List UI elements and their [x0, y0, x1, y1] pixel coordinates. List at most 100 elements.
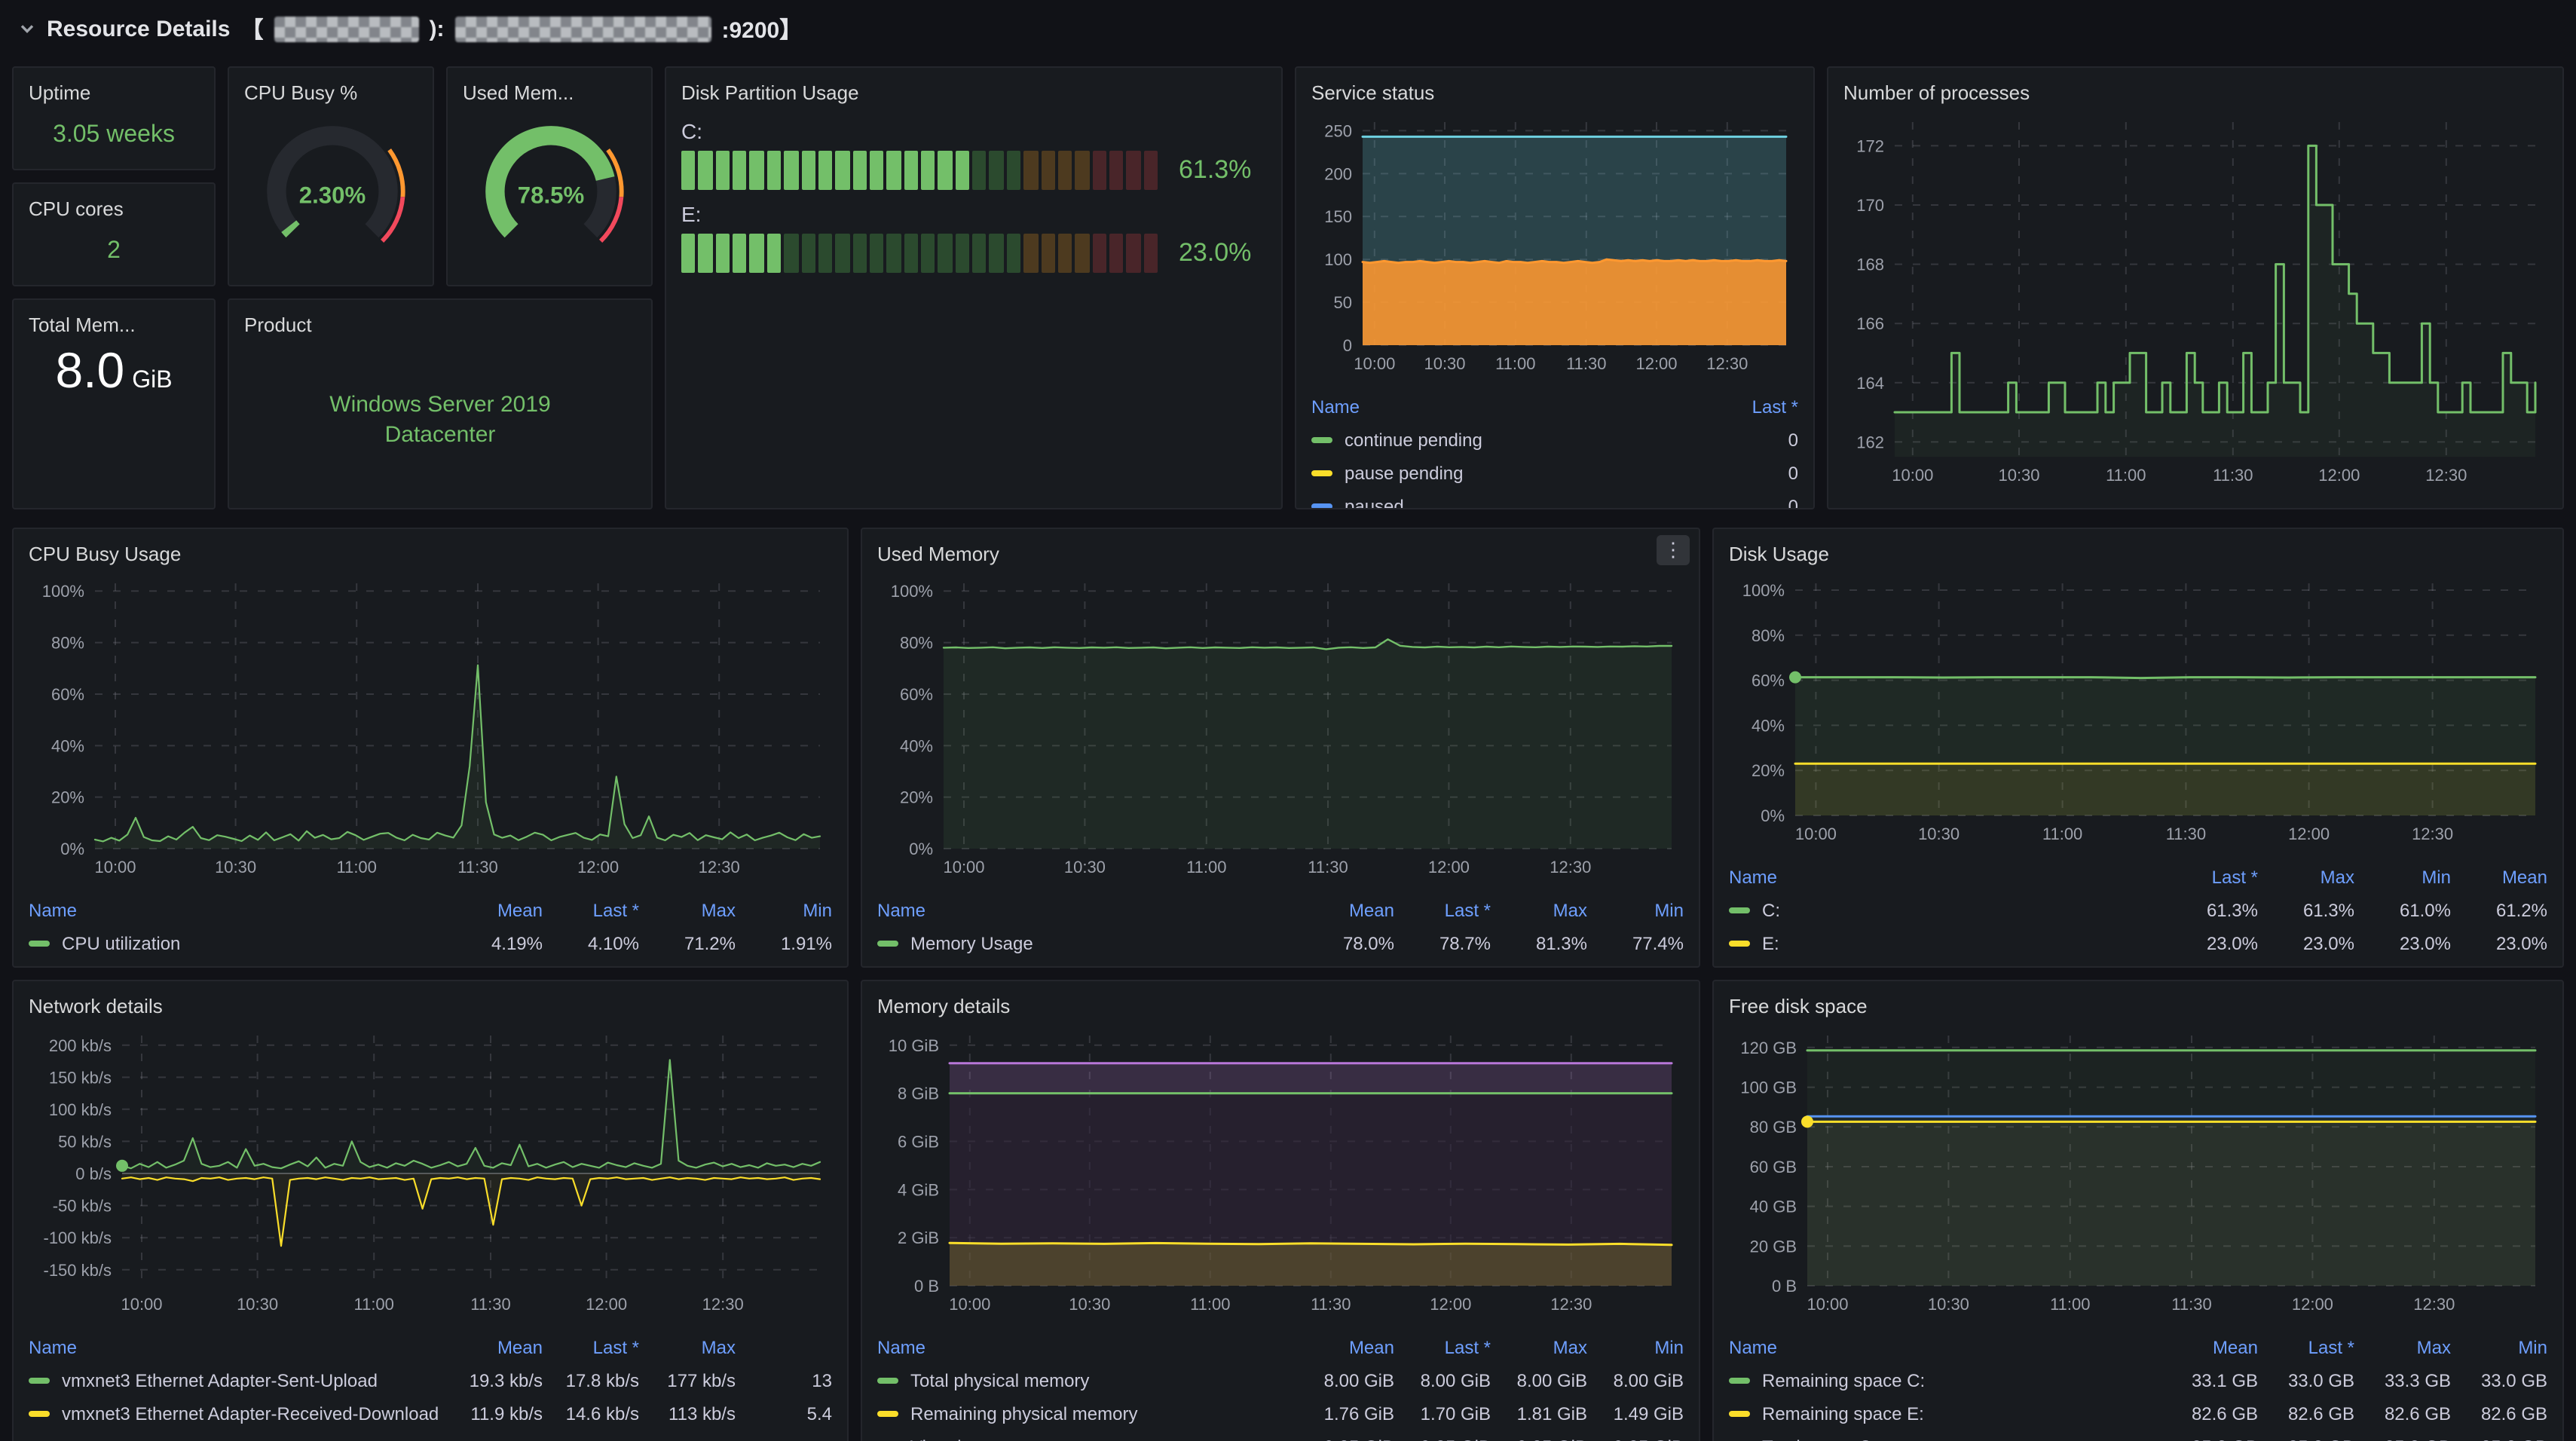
svg-text:200: 200	[1324, 164, 1352, 183]
panel-title-network[interactable]: Network details	[29, 995, 163, 1017]
legend-header-name[interactable]: Name	[877, 900, 926, 921]
legend-header-col[interactable]: Max	[2416, 1337, 2451, 1358]
svg-text:11:30: 11:30	[1311, 1295, 1351, 1314]
series-color-swatch	[29, 1411, 50, 1417]
legend-header-col[interactable]: Min	[2422, 867, 2451, 888]
legend-header-name[interactable]: Name	[29, 1337, 78, 1358]
panel-title-product[interactable]: Product	[244, 314, 312, 336]
svg-text:100 GB: 100 GB	[1740, 1078, 1797, 1097]
svg-text:78.5%: 78.5%	[518, 182, 584, 208]
service-status-chart[interactable]: 0 50 100 150 200 250 10:00 10:30 11:00 11:30 12:00…	[1311, 110, 1801, 378]
panel-title-cpu-usage[interactable]: CPU Busy Usage	[29, 543, 182, 565]
free-disk-chart[interactable]: 0 B 20 GB 40 GB 60 GB 80 GB 100 GB 120 GB 10:00…	[1729, 1023, 2550, 1319]
cpu-cores-value: 2	[107, 237, 121, 263]
legend-row[interactable]: Remaining physical memory 1.76 GiB 1.70 Gi…	[877, 1397, 1684, 1430]
svg-text:100%: 100%	[42, 582, 84, 601]
memory-details-chart[interactable]: 0 B 2 GiB 4 GiB 6 GiB 8 GiB 10 GiB 10:00 10:30 1…	[877, 1023, 1687, 1319]
legend-header-col[interactable]: Last *	[1444, 900, 1491, 921]
panel-total-memory: Total Mem... 8.0 GiB	[12, 298, 216, 509]
svg-text:10:30: 10:30	[1064, 858, 1106, 877]
cpu-usage-chart[interactable]: 0% 20% 40% 60% 80% 100% 10:00 10:30 11:00 11:30 12…	[29, 571, 835, 882]
legend-header-col[interactable]: Mean	[497, 1337, 543, 1358]
legend-header-col[interactable]: Max	[701, 1337, 736, 1358]
legend-row[interactable]: Remaining space E: 82.6 GB 82.6 GB 82.6 GB 8…	[1729, 1397, 2547, 1430]
legend-header-col[interactable]: Max	[1553, 900, 1587, 921]
panel-menu-icon[interactable]: ⋮	[1657, 535, 1690, 565]
panel-title-used-memory[interactable]: Used Memory	[877, 543, 999, 565]
legend-header-name[interactable]: Name	[29, 900, 78, 921]
legend-row[interactable]: pause pending 0	[1311, 457, 1798, 490]
svg-text:120 GB: 120 GB	[1740, 1039, 1797, 1057]
legend-header-col[interactable]: Mean	[1348, 900, 1394, 921]
svg-text:12:00: 12:00	[1428, 858, 1470, 877]
panel-title-cpu-busy[interactable]: CPU Busy %	[244, 81, 358, 104]
legend-header-name[interactable]: Name	[1729, 867, 1778, 888]
legend-row[interactable]: CPU utilization 4.19% 4.10% 71.2% 1.91%	[29, 927, 832, 960]
legend-header-col[interactable]: Last *	[592, 900, 639, 921]
panel-title-disk-partition[interactable]: Disk Partition Usage	[681, 81, 859, 104]
legend-row[interactable]: Remaining space C: 33.1 GB 33.0 GB 33.3 GB 3…	[1729, 1364, 2547, 1397]
legend-row[interactable]: C: 61.3% 61.3% 61.0% 61.2%	[1729, 894, 2547, 927]
disk-e-bargauge	[681, 234, 1158, 273]
legend-row[interactable]: continue pending 0	[1311, 424, 1798, 457]
panel-title-cpu-cores[interactable]: CPU cores	[29, 197, 124, 220]
panel-title-service-status[interactable]: Service status	[1311, 81, 1435, 104]
legend-row[interactable]: vmxnet3 Ethernet Adapter-Sent-Upload 19.3…	[29, 1364, 832, 1397]
legend-header-col[interactable]: Mean	[2212, 1337, 2258, 1358]
legend-header-col[interactable]: Mean	[2501, 867, 2547, 888]
panel-title-memory-details[interactable]: Memory details	[877, 995, 1011, 1017]
legend-header-col[interactable]: Min	[1654, 1337, 1684, 1358]
legend-header-col[interactable]: Last *	[1751, 396, 1798, 418]
legend-row[interactable]: vmxnet3 Ethernet Adapter-Received-Downlo…	[29, 1397, 832, 1430]
panel-title-total-memory[interactable]: Total Mem...	[29, 314, 136, 336]
row-collapse-chevron-icon[interactable]	[18, 20, 36, 38]
panel-title-disk-usage[interactable]: Disk Usage	[1729, 543, 1829, 565]
panel-product: Product Windows Server 2019 Datacenter	[228, 298, 653, 509]
legend-header-col[interactable]: Min	[2518, 1337, 2547, 1358]
legend-header-name[interactable]: Name	[1729, 1337, 1778, 1358]
used-memory-chart[interactable]: 0% 20% 40% 60% 80% 100% 10:00 10:30 11:00 11:30 12…	[877, 571, 1687, 882]
legend-header-col[interactable]: Max	[2320, 867, 2354, 888]
network-chart[interactable]: 200 kb/s 150 kb/s 100 kb/s 50 kb/s 0 b/s -50 …	[29, 1023, 835, 1319]
panel-title-free-disk[interactable]: Free disk space	[1729, 995, 1868, 1017]
legend-row[interactable]: E: 23.0% 23.0% 23.0% 23.0%	[1729, 927, 2547, 960]
legend-header-name[interactable]: Name	[1311, 396, 1360, 418]
series-color-swatch	[1729, 941, 1750, 947]
redacted-hostname	[274, 16, 419, 41]
legend-header-col[interactable]: Last *	[1444, 1337, 1491, 1358]
svg-text:10:00: 10:00	[94, 858, 136, 877]
panel-title-processes[interactable]: Number of processes	[1843, 81, 2030, 104]
network-legend: Name Mean Last * Max vmxnet3 Ethernet Adapte…	[29, 1331, 832, 1430]
legend-header-col[interactable]: Last *	[2308, 1337, 2354, 1358]
svg-text:80%: 80%	[51, 634, 84, 653]
legend-row[interactable]: Virtual memory9.25 GiB9.25 GiB9.25 GiB9.…	[877, 1430, 1684, 1441]
bargauge-label-c: C:	[681, 119, 702, 143]
panel-title-uptime[interactable]: Uptime	[29, 81, 91, 104]
svg-text:60%: 60%	[900, 685, 933, 704]
legend-header-col[interactable]: Last *	[592, 1337, 639, 1358]
legend-header-col[interactable]: Max	[1553, 1337, 1587, 1358]
svg-text:0 b/s: 0 b/s	[75, 1164, 112, 1183]
legend-header: Name Mean Last * Max Min	[1729, 1331, 2547, 1364]
disk-e-value: 23.0%	[1179, 238, 1252, 267]
panel-title-used-mem[interactable]: Used Mem...	[463, 81, 574, 104]
legend-header-col[interactable]: Min	[803, 900, 832, 921]
legend-row[interactable]: Memory Usage 78.0% 78.7% 81.3% 77.4%	[877, 927, 1684, 960]
svg-text:80 GB: 80 GB	[1750, 1118, 1797, 1137]
legend-header-name[interactable]: Name	[877, 1337, 926, 1358]
series-color-swatch	[1729, 1411, 1750, 1417]
legend-header-col[interactable]: Max	[701, 900, 736, 921]
svg-text:11:00: 11:00	[2106, 466, 2146, 485]
legend-row[interactable]: paused 0	[1311, 490, 1798, 508]
legend-header-col[interactable]: Last *	[2211, 867, 2258, 888]
legend-header-col[interactable]: Mean	[497, 900, 543, 921]
svg-text:250: 250	[1324, 121, 1352, 140]
disk-usage-chart[interactable]: 0% 20% 40% 60% 80% 100% 10:00 10:30 11:00 11:30 12…	[1729, 571, 2550, 849]
legend-row[interactable]: Total space C:85.3 GB85.3 GB85.3 GB85.3 …	[1729, 1430, 2547, 1441]
processes-chart[interactable]: 162 164 166 168 170 172 10:00 10:30 11:00 11:30 12…	[1843, 110, 2550, 490]
svg-text:20%: 20%	[51, 788, 84, 807]
legend-row[interactable]: Total physical memory 8.00 GiB 8.00 GiB 8.0…	[877, 1364, 1684, 1397]
legend-header-col[interactable]: Min	[1654, 900, 1684, 921]
legend-header-col[interactable]: Mean	[1348, 1337, 1394, 1358]
series-color-swatch	[1311, 503, 1332, 508]
